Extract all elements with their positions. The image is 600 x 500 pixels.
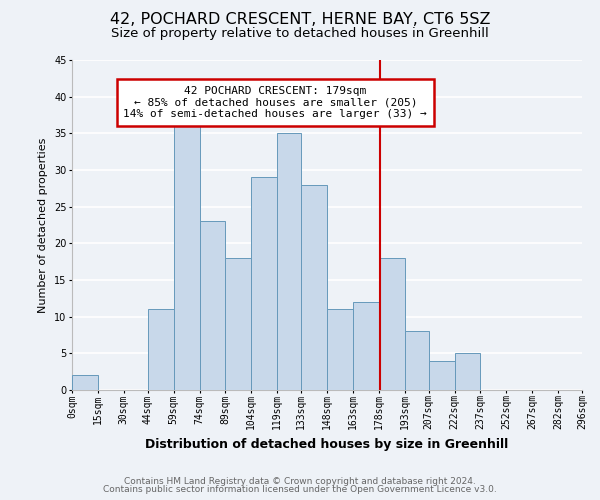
Bar xyxy=(404,332,428,390)
Bar xyxy=(353,302,379,390)
Bar xyxy=(428,360,455,390)
X-axis label: Distribution of detached houses by size in Greenhill: Distribution of detached houses by size … xyxy=(145,438,509,451)
Bar xyxy=(379,258,404,390)
Bar xyxy=(72,376,98,390)
Bar xyxy=(251,178,277,390)
Text: 42 POCHARD CRESCENT: 179sqm
← 85% of detached houses are smaller (205)
14% of se: 42 POCHARD CRESCENT: 179sqm ← 85% of det… xyxy=(124,86,427,119)
Bar xyxy=(277,134,301,390)
Text: Size of property relative to detached houses in Greenhill: Size of property relative to detached ho… xyxy=(111,28,489,40)
Bar xyxy=(455,354,481,390)
Bar xyxy=(148,310,173,390)
Bar xyxy=(301,184,327,390)
Bar xyxy=(173,126,199,390)
Bar xyxy=(327,310,353,390)
Text: 42, POCHARD CRESCENT, HERNE BAY, CT6 5SZ: 42, POCHARD CRESCENT, HERNE BAY, CT6 5SZ xyxy=(110,12,490,28)
Bar xyxy=(226,258,251,390)
Y-axis label: Number of detached properties: Number of detached properties xyxy=(38,138,49,312)
Text: Contains HM Land Registry data © Crown copyright and database right 2024.: Contains HM Land Registry data © Crown c… xyxy=(124,477,476,486)
Text: Contains public sector information licensed under the Open Government Licence v3: Contains public sector information licen… xyxy=(103,485,497,494)
Bar xyxy=(199,222,226,390)
